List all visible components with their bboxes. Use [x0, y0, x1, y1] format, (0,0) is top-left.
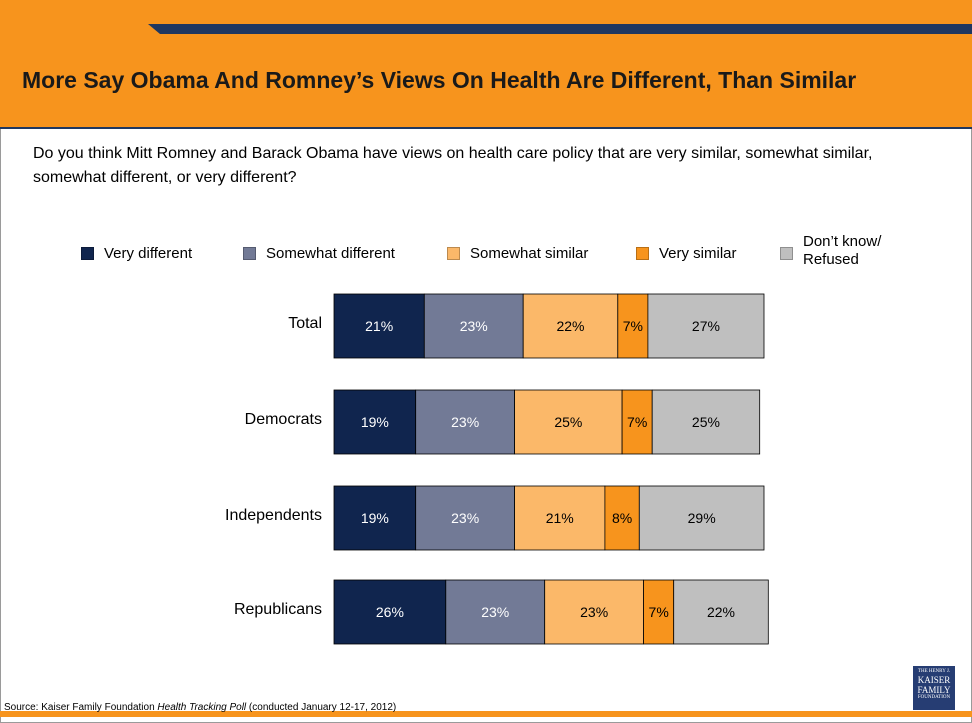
legend-label: Very different [104, 245, 193, 262]
legend-label: Very similar [659, 245, 737, 262]
legend-item-0: Very different [81, 244, 192, 264]
kaiser-logo: THE HENRY J. KAISER FAMILY FOUNDATION [913, 666, 955, 710]
logo-line-4: FOUNDATION [917, 695, 951, 700]
legend-label: Somewhat different [266, 245, 395, 262]
legend-label: Don’t know/ Refused [803, 233, 882, 268]
legend-swatch [636, 247, 649, 260]
page-title: More Say Obama And Romney’s Views On Hea… [22, 67, 857, 93]
source-prefix: Source: Kaiser Family Foundation [4, 702, 158, 713]
header-banner: More Say Obama And Romney’s Views On Hea… [0, 0, 972, 130]
logo-line-2: KAISER [917, 675, 951, 685]
legend-item-3: Very similar [636, 244, 737, 264]
row-label: Republicans [233, 601, 322, 618]
row-label: Total [288, 315, 322, 332]
source-poll-name: Health Tracking Poll [157, 702, 247, 713]
legend-label: Somewhat similar [470, 245, 589, 262]
header-navy-band [148, 24, 972, 34]
row-label: Independents [225, 507, 322, 524]
legend-item-2: Somewhat similar [447, 244, 588, 264]
footer-accent-line [0, 711, 972, 717]
legend-swatch [243, 247, 256, 260]
logo-line-3: FAMILY [917, 685, 951, 695]
legend-item-4: Don’t know/ Refused [780, 233, 881, 268]
legend-swatch [81, 247, 94, 260]
legend-item-1: Somewhat different [243, 244, 395, 264]
survey-question: Do you think Mitt Romney and Barack Obam… [33, 145, 873, 186]
legend-swatch [780, 247, 793, 260]
source-suffix: (conducted January 12-17, 2012) [246, 702, 397, 713]
logo-line-1: THE HENRY J. [917, 669, 951, 674]
header-decoration [0, 0, 972, 129]
source-note: Source: Kaiser Family Foundation Health … [4, 702, 396, 713]
legend-swatch [447, 247, 460, 260]
row-label: Democrats [244, 411, 322, 428]
